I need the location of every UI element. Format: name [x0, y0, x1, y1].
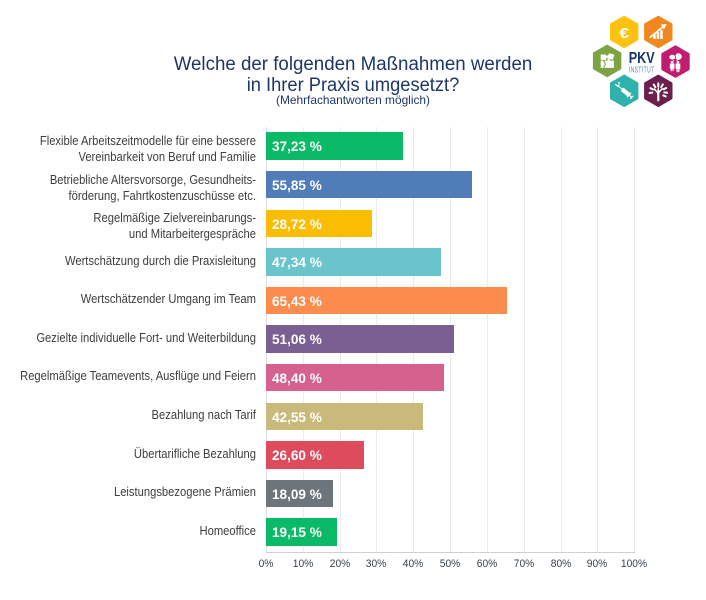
svg-text:PKV: PKV	[629, 50, 655, 68]
svg-text:€: €	[619, 25, 629, 41]
svg-text:INSTITUT: INSTITUT	[629, 66, 655, 75]
